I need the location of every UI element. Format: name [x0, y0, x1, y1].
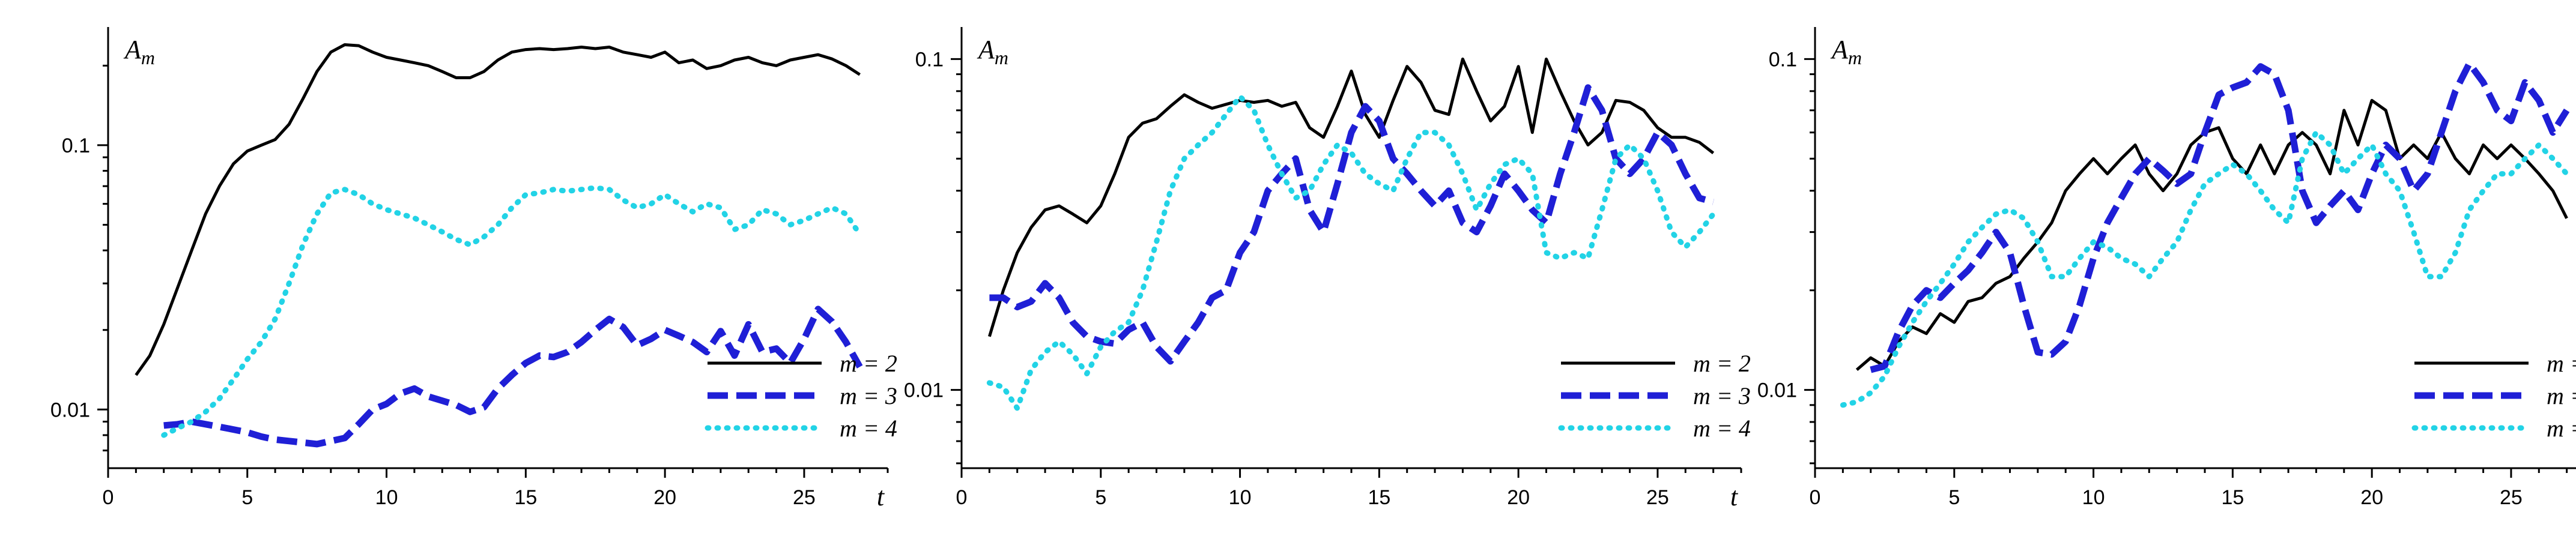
y-axis-label: Am — [977, 35, 1008, 68]
x-tick-label: 10 — [1229, 486, 1252, 509]
x-tick-label: 25 — [2500, 486, 2523, 509]
x-tick-label: 25 — [1646, 486, 1669, 509]
legend-label-m2: m = 2 — [1693, 350, 1751, 377]
series-line-m3 — [989, 84, 1715, 365]
legend-label-m3: m = 3 — [2547, 382, 2576, 409]
series-line-m4 — [986, 94, 1717, 411]
x-axis-label: t — [1730, 482, 1739, 511]
x-tick-label: 5 — [1095, 486, 1106, 509]
x-tick-label: 5 — [1948, 486, 1960, 509]
y-tick-label: 0.01 — [50, 399, 90, 421]
x-tick-label: 15 — [514, 486, 537, 509]
x-tick-label: 20 — [653, 486, 676, 509]
legend-label-m3: m = 3 — [840, 382, 897, 409]
series-line-m4 — [1840, 130, 2570, 408]
y-axis-label: Am — [123, 35, 155, 68]
x-tick-label: 0 — [1810, 486, 1821, 509]
legend-label-m2: m = 2 — [840, 350, 897, 377]
legend-label-m4: m = 4 — [1693, 415, 1751, 442]
legend-label-m4: m = 4 — [2547, 415, 2576, 442]
series-line-m4 — [161, 185, 863, 438]
y-tick-label: 0.01 — [904, 379, 944, 402]
series-line-m2 — [135, 43, 861, 376]
x-axis-label: t — [877, 482, 885, 511]
y-tick-label: 0.01 — [1757, 379, 1797, 402]
x-tick-label: 5 — [241, 486, 253, 509]
x-tick-label: 0 — [956, 486, 968, 509]
legend-label-m3: m = 3 — [1693, 382, 1751, 409]
x-tick-label: 15 — [1368, 486, 1390, 509]
x-tick-label: 10 — [2082, 486, 2105, 509]
series-line-m2 — [988, 57, 1715, 337]
x-tick-label: 15 — [2221, 486, 2244, 509]
y-axis-label: Am — [1830, 35, 1862, 68]
legend-label-m2: m = 2 — [2547, 350, 2576, 377]
chart-panel-2: 0 5 10 15 20 25 t 0.01 0.1 Am m = 2 m = 3 m = 4 — [904, 27, 1751, 511]
y-tick-label: 0.1 — [62, 134, 90, 157]
y-tick-label: 0.1 — [915, 48, 944, 71]
x-tick-label: 10 — [375, 486, 398, 509]
x-tick-label: 25 — [793, 486, 816, 509]
legend-label-m4: m = 4 — [840, 415, 897, 442]
y-tick-label: 0.1 — [1769, 48, 1797, 71]
series-line-m3 — [163, 306, 863, 448]
chart-panel-1: 0 5 10 15 20 25 t 0.01 0.1 Am m = 2 m = 3 m = 4 — [50, 27, 897, 511]
x-tick-label: 0 — [103, 486, 114, 509]
x-tick-label: 20 — [1507, 486, 1530, 509]
series-line-m2 — [1855, 98, 2568, 371]
series-line-m3 — [1870, 60, 2570, 373]
x-tick-label: 20 — [2360, 486, 2383, 509]
